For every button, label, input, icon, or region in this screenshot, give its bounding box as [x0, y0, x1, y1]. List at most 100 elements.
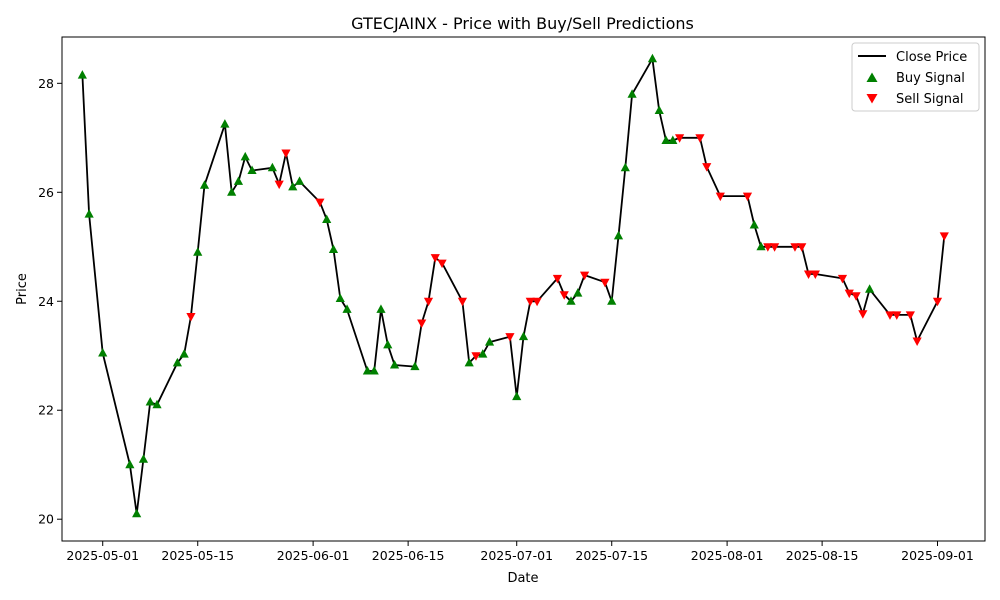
sell-signal-marker [430, 254, 440, 263]
sell-signal-marker [505, 333, 515, 342]
sell-signal-marker [281, 149, 291, 159]
buy-signal-marker [661, 135, 671, 145]
sell-signal-marker [742, 192, 753, 202]
buy-signal-marker [647, 53, 658, 63]
buy-signal-marker [369, 366, 379, 375]
buy-signal-marker [322, 214, 332, 224]
legend-label-buy-signal: Buy Signal [896, 71, 965, 86]
sell-signal-marker [417, 319, 427, 329]
buy-signal-marker [84, 209, 94, 218]
legend-sell-marker [866, 94, 878, 104]
sell-signal-marker [837, 274, 848, 284]
buy-signal-marker [756, 241, 766, 251]
x-tick-label: 2025-07-15 [575, 548, 648, 563]
y-tick-label: 20 [38, 512, 54, 527]
sell-signal-marker [803, 270, 814, 280]
sell-signal-marker [532, 297, 542, 307]
sell-signal-marker [423, 297, 434, 307]
y-axis: 20 22 24 26 28 [38, 76, 62, 527]
buy-signal-marker [654, 105, 664, 115]
sell-signal-marker [932, 297, 943, 307]
buy-signal-marker [267, 162, 277, 172]
x-axis-label: Date [507, 571, 538, 586]
y-tick-label: 24 [38, 294, 54, 309]
sell-signal-marker [457, 297, 468, 307]
sell-signal-marker [797, 243, 807, 252]
buy-signal-marker [478, 349, 488, 358]
sell-signal-marker [770, 243, 780, 252]
x-tick-label: 2025-07-01 [480, 548, 553, 563]
sell-signal-marker [810, 270, 820, 280]
sell-signal-marker [186, 313, 196, 322]
sell-signal-marker [912, 337, 922, 347]
plot-frame [61, 36, 986, 542]
sell-signal-marker [715, 192, 725, 202]
sell-signal-marker [315, 198, 325, 208]
chart-title: GTECJAINX - Price with Buy/Sell Predicti… [351, 14, 694, 33]
sell-signal-marker [790, 243, 800, 252]
buy-signal-marker [749, 219, 759, 229]
buy-signal-marker [247, 165, 257, 174]
x-tick-label: 2025-06-01 [277, 548, 350, 563]
legend-label-close-price: Close Price [896, 50, 967, 65]
buy-signal-marker [77, 70, 87, 79]
sell-signal-marker [844, 289, 854, 299]
y-tick-label: 28 [38, 76, 54, 91]
sell-signal-marker [702, 163, 712, 172]
sell-signal-marker [552, 274, 563, 284]
sell-signal-marker [763, 243, 773, 252]
buy-signal-marker [512, 391, 522, 401]
buy-signal-marker [613, 230, 624, 240]
buy-signal-marker [227, 187, 237, 196]
sell-signal-marker [939, 232, 949, 241]
buy-signal-marker [294, 176, 305, 185]
buy-signal-marker [383, 339, 393, 349]
buy-signal-marker [125, 459, 135, 469]
buy-signal-marker [668, 135, 678, 145]
sell-signal-marker [559, 291, 569, 300]
sell-signal-marker [600, 278, 610, 288]
buy-signal-marker [484, 337, 495, 346]
buy-signal-marker [193, 247, 203, 256]
buy-signal-marker [138, 454, 149, 463]
buy-signal-marker [464, 357, 474, 367]
sell-signal-marker [885, 311, 895, 320]
x-tick-label: 2025-05-01 [66, 548, 139, 563]
buy-signal-marker [172, 357, 182, 367]
buy-signal-marker [518, 331, 529, 341]
buy-signal-marker [865, 284, 875, 293]
legend-label-sell-signal: Sell Signal [896, 92, 964, 107]
buy-signal-marker [288, 181, 298, 191]
buy-signal-marker [328, 244, 339, 253]
x-tick-label: 2025-08-15 [786, 548, 859, 563]
buy-signal-marker [98, 348, 108, 357]
sell-signal-marker [695, 134, 705, 143]
buy-signal-marker [342, 304, 352, 313]
sell-signal-marker [905, 311, 915, 320]
plot-area [77, 53, 949, 518]
sell-signal-marker [892, 311, 902, 320]
buy-signal-marker [220, 119, 230, 128]
buy-signal-marker [620, 162, 630, 172]
sell-signal-marker [471, 352, 481, 361]
sell-signal-marker [579, 271, 590, 281]
buy-signal-marker [607, 296, 617, 305]
buy-signal-marker [132, 508, 142, 518]
sell-signal-marker [437, 259, 447, 269]
buy-signal-marker [410, 361, 420, 371]
buy-signal-marker [233, 176, 244, 185]
legend-box [851, 42, 980, 112]
legend: Close Price Buy Signal Sell Signal [851, 42, 980, 112]
buy-signal-marker [566, 296, 576, 305]
x-axis: 2025-05-01 2025-05-15 2025-06-01 2025-06-15… [66, 541, 974, 563]
buy-signal-marker [335, 293, 345, 303]
sell-signal-marker [851, 292, 861, 301]
y-tick-label: 26 [38, 185, 54, 200]
y-tick-label: 22 [38, 403, 54, 418]
x-tick-label: 2025-05-15 [161, 548, 234, 563]
x-tick-label: 2025-08-01 [691, 548, 764, 563]
buy-signal-marker [389, 360, 400, 369]
legend-buy-marker [866, 72, 878, 82]
buy-signal-marker [362, 366, 373, 375]
sell-signal-marker [674, 134, 685, 143]
